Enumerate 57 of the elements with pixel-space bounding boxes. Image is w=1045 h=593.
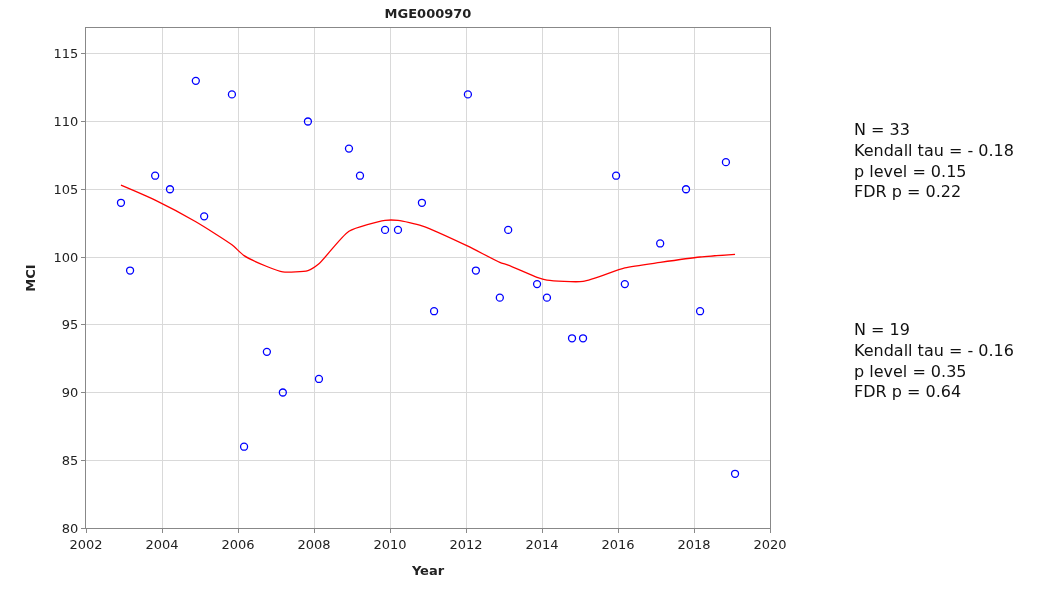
point <box>165 185 175 194</box>
x-tick-label: 2012 <box>449 536 483 552</box>
y-tick-label: 100 <box>53 249 79 265</box>
point <box>314 374 324 384</box>
y-tick-label: 80 <box>61 520 79 536</box>
point <box>567 334 577 343</box>
point <box>532 279 542 289</box>
point <box>721 158 731 167</box>
x-tick-label: 2018 <box>677 536 711 552</box>
point <box>578 334 588 343</box>
point <box>417 198 427 207</box>
y-axis-title: MCI <box>22 264 38 292</box>
point <box>471 266 481 275</box>
point <box>542 293 552 302</box>
x-tick-label: 2020 <box>753 536 787 552</box>
point <box>620 279 629 289</box>
point <box>730 469 740 478</box>
point <box>393 225 403 235</box>
point <box>355 171 365 180</box>
x-tick-label: 2016 <box>601 536 635 552</box>
x-tick-label: 2006 <box>221 536 255 552</box>
point <box>681 185 691 194</box>
text: N = 33 Kendall tau = - 0.18 p level = 0.15 FDR p = 0.22 <box>854 120 1014 202</box>
x-tick-label: 2008 <box>297 536 331 552</box>
point <box>278 388 287 397</box>
x-tick-label: 2010 <box>373 536 407 552</box>
point <box>429 307 439 316</box>
x-tick-label: 2002 <box>69 536 103 552</box>
point <box>504 225 513 235</box>
point <box>611 171 621 180</box>
point <box>239 442 249 451</box>
y-tick-label: 85 <box>61 452 79 468</box>
point <box>151 171 160 180</box>
point <box>200 212 209 221</box>
point <box>262 347 272 356</box>
x-tick-label: 2014 <box>525 536 559 552</box>
point <box>344 144 354 153</box>
point <box>656 239 665 248</box>
point <box>495 293 504 302</box>
point <box>125 266 135 275</box>
text: N = 19 Kendall tau = - 0.16 p level = 0.35 FDR p = 0.64 <box>854 320 1014 402</box>
chart-title: MGE000970 <box>384 5 472 21</box>
line-series <box>120 184 736 283</box>
point <box>695 307 705 316</box>
y-tick-label: 110 <box>53 114 79 130</box>
point <box>303 117 313 126</box>
x-tick-label: 2004 <box>145 536 179 552</box>
y-tick-label: 105 <box>53 181 79 197</box>
y-tick-label: 95 <box>61 317 79 333</box>
point <box>380 225 390 235</box>
point <box>191 76 200 85</box>
point <box>227 90 237 99</box>
x-axis-title: Year <box>410 563 445 579</box>
point <box>116 198 126 207</box>
point <box>463 90 473 99</box>
y-tick-label: 90 <box>61 385 79 401</box>
y-tick-label: 115 <box>53 46 79 62</box>
